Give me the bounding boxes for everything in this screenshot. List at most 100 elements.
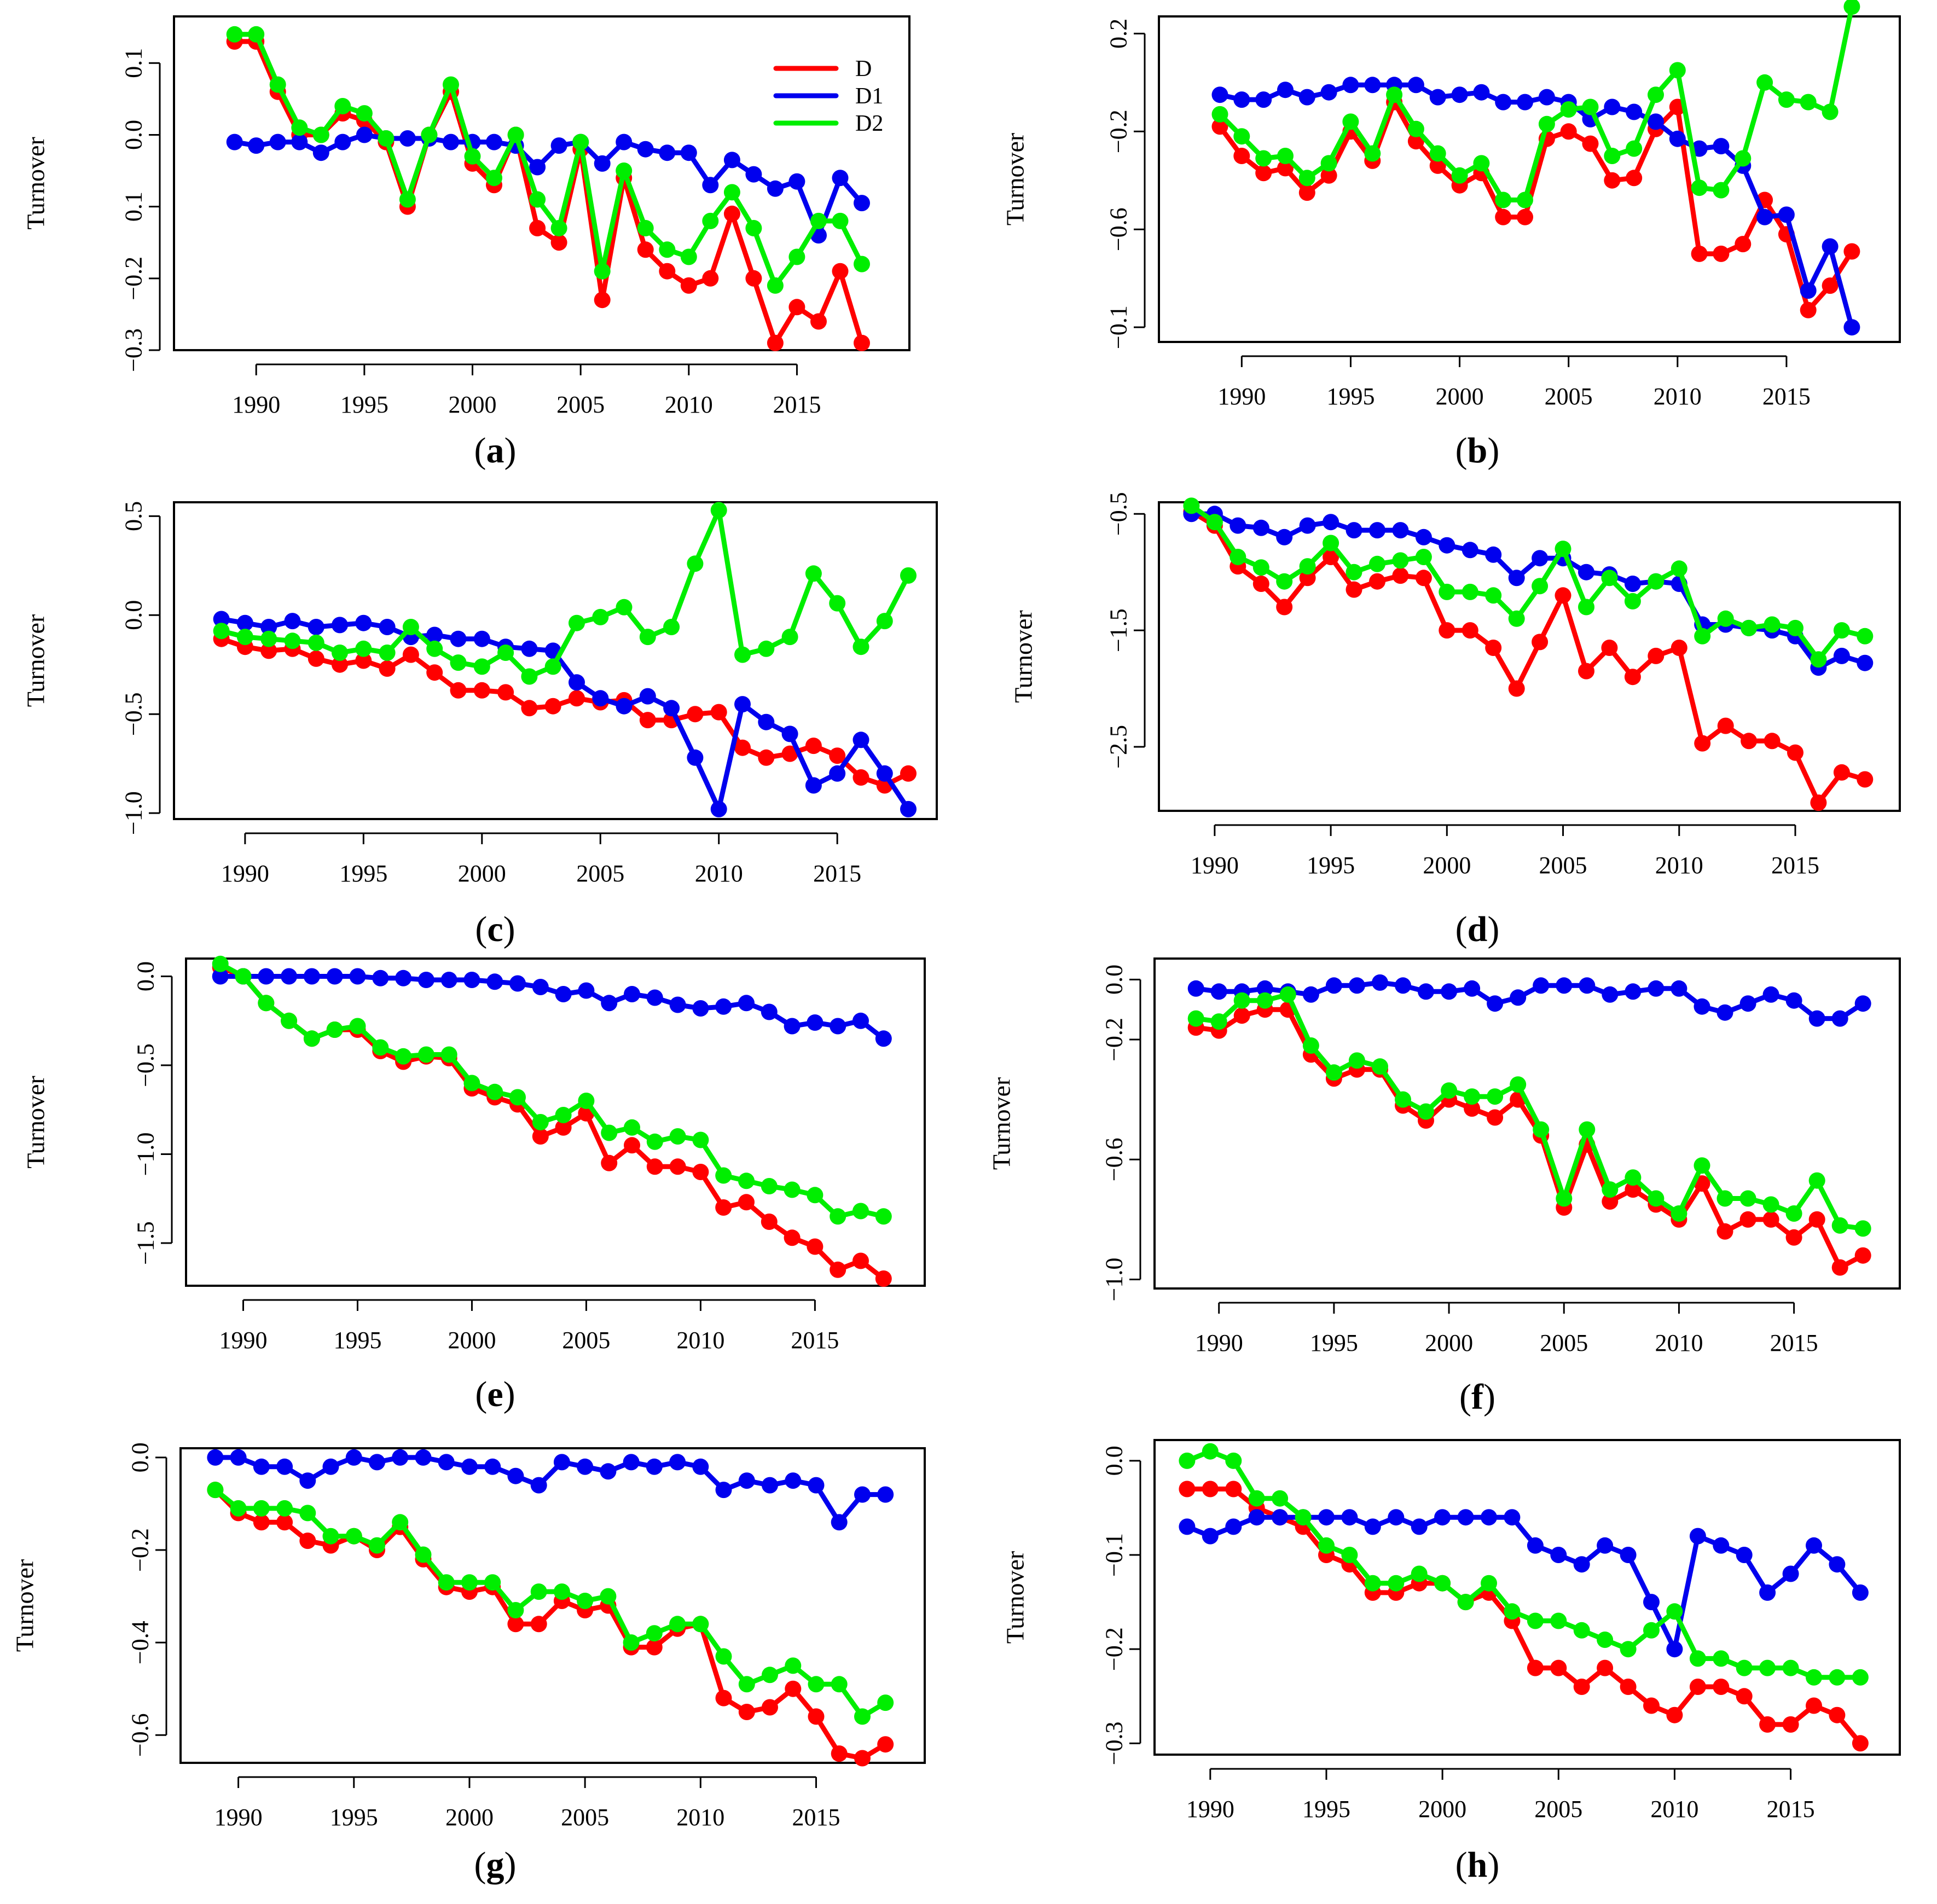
series-point-d1 bbox=[507, 1467, 524, 1484]
series-point-d bbox=[1602, 1193, 1619, 1210]
series-point-d2 bbox=[832, 212, 849, 229]
series-point-d2 bbox=[291, 119, 308, 136]
panel-caption-letter: h bbox=[1468, 1845, 1488, 1885]
series-point-d1 bbox=[1255, 91, 1272, 108]
series-point-d2 bbox=[659, 241, 676, 258]
series-point-d2 bbox=[669, 1128, 686, 1145]
series-point-d2 bbox=[734, 646, 751, 663]
series-point-d1 bbox=[1211, 86, 1228, 103]
series-point-d2 bbox=[1407, 120, 1424, 137]
series-point-d1 bbox=[530, 1477, 547, 1494]
series-point-d1 bbox=[1418, 983, 1434, 1000]
series-point-d bbox=[1573, 1679, 1590, 1695]
series-point-d bbox=[569, 690, 585, 707]
x-tick-label: 1995 bbox=[339, 860, 387, 887]
series-point-d1 bbox=[308, 619, 324, 635]
series-point-d1 bbox=[692, 1000, 709, 1017]
series-point-d bbox=[355, 652, 372, 669]
series-point-d2 bbox=[1602, 1181, 1619, 1198]
series-point-d bbox=[1202, 1481, 1219, 1497]
series-point-d2 bbox=[1550, 1612, 1567, 1629]
x-tick-label: 2000 bbox=[449, 391, 497, 418]
y-tick-label: 0.5 bbox=[120, 501, 147, 531]
series-point-d2 bbox=[1211, 106, 1228, 123]
series-point-d bbox=[544, 698, 561, 715]
series-point-d bbox=[1782, 1716, 1799, 1733]
series-point-d1 bbox=[1473, 84, 1490, 101]
series-point-d bbox=[1233, 1007, 1250, 1024]
series-point-d2 bbox=[207, 1482, 224, 1499]
series-point-d1 bbox=[1762, 986, 1779, 1003]
series-point-d2 bbox=[578, 1093, 595, 1109]
y-tick-label: −0.6 bbox=[1105, 207, 1132, 251]
y-tick-label: −0.5 bbox=[1105, 492, 1132, 536]
series-point-d1 bbox=[1602, 986, 1619, 1003]
series-line-d2 bbox=[212, 1487, 888, 1719]
series-point-d bbox=[1517, 208, 1533, 225]
series-point-d2 bbox=[723, 184, 740, 201]
panels-layer: 1990 1995 2000 2005 2010 2015 −0.3 −0.2 0.1 0.0 0.… bbox=[11, 0, 1901, 1885]
series-point-d bbox=[379, 660, 396, 677]
series-point-d bbox=[852, 769, 869, 786]
series-point-d2 bbox=[284, 632, 301, 649]
series-point-d2 bbox=[807, 1187, 823, 1204]
series-line-d bbox=[1188, 509, 1868, 805]
series-point-d1 bbox=[1739, 995, 1756, 1012]
y-tick-label: −1.0 bbox=[132, 1133, 159, 1176]
series-point-d1 bbox=[1713, 138, 1730, 155]
series-point-d1 bbox=[1248, 1509, 1265, 1526]
series-point-d1 bbox=[1407, 77, 1424, 94]
series-point-d1 bbox=[1689, 1528, 1706, 1545]
series-point-d2 bbox=[236, 629, 253, 646]
series-point-d bbox=[1717, 717, 1734, 734]
x-tick-label: 2005 bbox=[1534, 1796, 1582, 1822]
x-tick-label: 1990 bbox=[1191, 852, 1239, 879]
series-point-d bbox=[781, 745, 798, 762]
series-point-d1 bbox=[1756, 208, 1773, 225]
series-point-d2 bbox=[258, 995, 275, 1012]
series-point-d2 bbox=[1364, 145, 1381, 162]
series-point-d1 bbox=[639, 688, 656, 705]
series-point-d2 bbox=[1601, 570, 1618, 587]
series-point-d1 bbox=[852, 1012, 869, 1029]
series-point-d1 bbox=[440, 972, 457, 988]
series-point-d2 bbox=[1325, 1064, 1342, 1081]
series-point-d1 bbox=[1833, 647, 1850, 664]
series-point-d1 bbox=[831, 1514, 848, 1531]
series-point-d2 bbox=[486, 1083, 503, 1100]
series-point-d1 bbox=[687, 749, 704, 766]
series-point-d1 bbox=[395, 970, 412, 986]
series-point-d1 bbox=[624, 986, 640, 1002]
series-line-d1 bbox=[1217, 82, 1854, 330]
series-point-d bbox=[507, 1616, 524, 1633]
series-point-d bbox=[808, 1708, 825, 1725]
series-point-d2 bbox=[1691, 179, 1708, 196]
plot-frame bbox=[1158, 501, 1901, 812]
series-point-d bbox=[1624, 669, 1641, 686]
series-point-d2 bbox=[781, 629, 798, 646]
series-line-d bbox=[1193, 1007, 1866, 1270]
series-point-d2 bbox=[1179, 1452, 1196, 1469]
series-point-d1 bbox=[715, 998, 732, 1015]
series-point-d1 bbox=[555, 986, 572, 1002]
series-point-d1 bbox=[230, 1449, 247, 1466]
panel-caption-letter: a bbox=[486, 431, 504, 471]
series-point-d1 bbox=[1429, 89, 1446, 106]
series-point-d2 bbox=[738, 1172, 755, 1189]
series-point-d1 bbox=[1666, 1641, 1683, 1658]
series-point-d2 bbox=[402, 619, 419, 635]
plot-frame bbox=[1153, 1439, 1901, 1756]
series-point-d2 bbox=[1485, 587, 1502, 604]
series-point-d1 bbox=[1298, 89, 1315, 106]
series-point-d bbox=[646, 1639, 663, 1656]
series-point-d bbox=[1831, 1259, 1848, 1276]
series-point-d bbox=[473, 682, 490, 699]
series-point-d bbox=[1800, 301, 1817, 318]
series-point-d bbox=[601, 1154, 618, 1171]
x-tick-label: 1990 bbox=[1217, 383, 1266, 410]
series-point-d bbox=[767, 334, 784, 351]
series-point-d bbox=[788, 299, 805, 316]
series-point-d1 bbox=[303, 968, 320, 985]
series-line-d1 bbox=[1184, 1514, 1863, 1652]
x-tick-label: 1990 bbox=[232, 391, 280, 418]
